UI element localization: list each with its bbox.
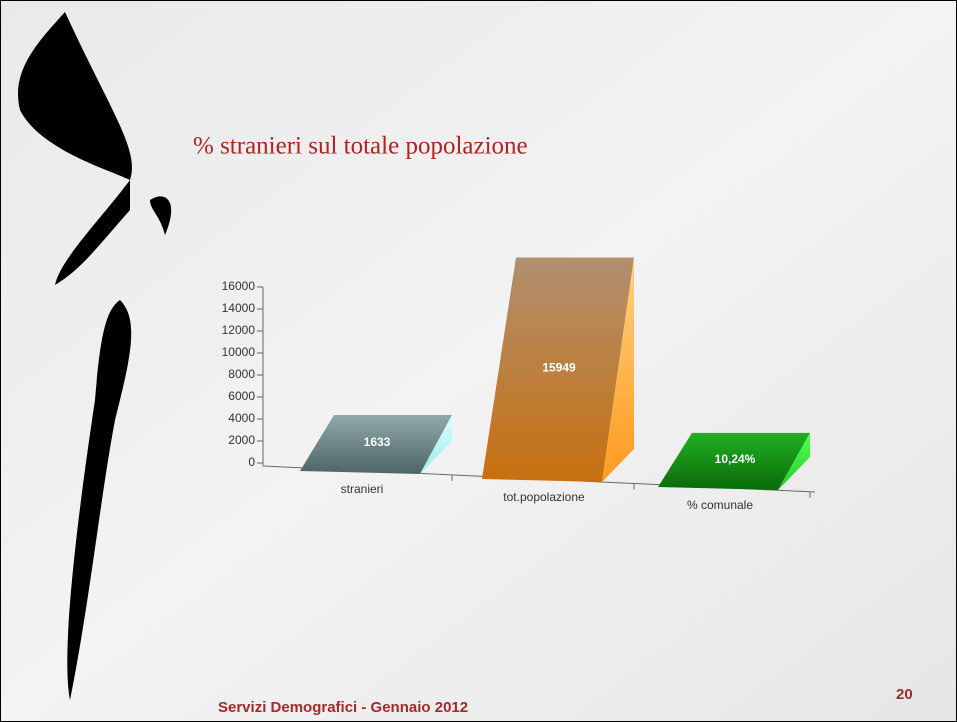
chart-title: % stranieri sul totale popolazione <box>193 133 528 160</box>
bar <box>482 257 634 482</box>
y-tick-label: 8000 <box>228 367 255 381</box>
decoration <box>18 12 172 700</box>
page-number: 20 <box>896 686 913 703</box>
y-tick-label: 14000 <box>222 301 256 315</box>
x-tick-label: tot.popolazione <box>503 490 585 504</box>
x-tick-label: % comunale <box>687 498 753 512</box>
y-tick-label: 12000 <box>222 323 256 337</box>
bar <box>658 432 810 490</box>
bar-side <box>420 415 452 474</box>
bar-side <box>602 257 634 482</box>
y-tick-label: 6000 <box>228 389 255 403</box>
footer-text: Servizi Demografici - Gennaio 2012 <box>218 699 468 716</box>
y-tick-label: 4000 <box>228 411 255 425</box>
bar <box>300 415 452 474</box>
value-label: 15949 <box>542 360 576 374</box>
value-label: 1633 <box>364 435 391 449</box>
y-tick-label: 0 <box>248 455 255 469</box>
y-tick-label: 10000 <box>222 345 256 359</box>
value-label: 10,24% <box>715 452 756 466</box>
y-tick-label: 2000 <box>228 433 255 447</box>
x-tick-label: stranieri <box>341 482 384 496</box>
y-tick-label: 16000 <box>222 279 256 293</box>
bar-side <box>778 432 810 490</box>
